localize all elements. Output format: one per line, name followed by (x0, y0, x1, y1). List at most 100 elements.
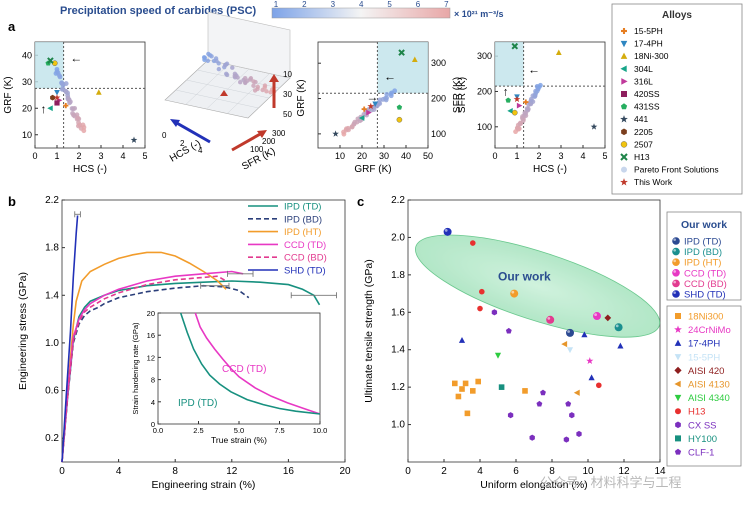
b-xtick-label: 8 (172, 466, 178, 477)
a3-alloy-marker (398, 49, 405, 56)
a3-alloy-marker (372, 101, 379, 107)
panel-c-label: c (357, 194, 364, 209)
inset-ytick-label: 0 (151, 420, 155, 429)
a2-pareto-point (224, 72, 230, 78)
a3-alloy-marker-shape (366, 109, 372, 116)
a1-xtick-label: 1 (54, 151, 59, 161)
a2-grid (227, 73, 270, 114)
a1-alloy-marker-shape (50, 94, 56, 101)
a4-ytick-label: 200 (477, 86, 492, 96)
a3-feasible-region (377, 42, 428, 94)
point-cx-ss (529, 434, 535, 441)
a3-arrow-left: ← (384, 70, 396, 84)
legend-marker-441 (620, 115, 628, 123)
legend-c-marker-shape (675, 421, 681, 429)
point-aisi-4130 (573, 389, 580, 396)
point-18ni300-shape (455, 393, 462, 400)
b-frame (61, 199, 346, 463)
colorbar-gradient (271, 7, 451, 19)
b-ytick-label: 2.2 (45, 195, 59, 206)
point-h13-shape (479, 288, 485, 295)
a1-pareto-point (54, 69, 60, 74)
legend-b-label: IPD (HT) (284, 227, 321, 238)
inset-xtick-label: 7.5 (274, 426, 284, 435)
colorbar-unit: × 10²¹ m⁻³/s (454, 9, 504, 19)
point-aisi-4130 (561, 341, 568, 348)
a3-frame (317, 41, 429, 149)
legend-marker-18ni-300 (620, 52, 628, 59)
legend-c-marker-shape (675, 408, 681, 415)
point-ccd-td--shape (593, 312, 601, 321)
inset-ytick-label: 4 (151, 398, 155, 407)
a4-feasible-region (495, 42, 524, 87)
legend-c-marker (674, 380, 681, 388)
a4-alloy-marker-shape (590, 123, 598, 130)
a4-alloy-marker (523, 99, 529, 105)
a3-alloy-marker (396, 116, 403, 123)
a2-pareto-point (255, 84, 260, 90)
a3-alloy-marker-v (363, 106, 366, 112)
legend-c-marker (674, 448, 682, 455)
c-xtick-label: 2 (441, 466, 447, 477)
point-18ni300 (470, 388, 476, 394)
legend-c-label: 24CrNiMo (688, 325, 731, 336)
legend-c-marker-shape (674, 366, 682, 374)
a2-ytick-label: 300 (272, 129, 286, 138)
a2-arrow-hcs (174, 120, 211, 144)
b-ytick-label: 1.8 (45, 243, 59, 254)
a1-xtick-label: 4 (120, 151, 125, 161)
a4-alloy-marker (512, 109, 518, 116)
legend-c-marker-shape (672, 290, 680, 298)
a1-pareto-point (67, 99, 73, 105)
a1-pareto-point (63, 89, 69, 94)
alloys-legend: Alloys 15-5PH 17-4PH 18Ni-300 304L 316L 420SS… (611, 3, 743, 195)
a1-arrow-up: ↑ (41, 102, 47, 116)
point-h13-shape (596, 382, 602, 389)
a2-arrow-grf-head (269, 74, 279, 82)
point-ipd-ht--shine (511, 290, 515, 294)
legend-c-marker-shape (674, 380, 681, 388)
c-ytick-label: 1.6 (391, 307, 405, 318)
a3-pareto-point (392, 88, 398, 94)
point-h13 (596, 382, 602, 389)
legend-c-our-box (666, 211, 742, 301)
c-ytick-label: 1.4 (391, 345, 405, 356)
point-17-4ph-shape (617, 342, 624, 349)
inset-xtick-label: 10.0 (313, 426, 328, 435)
panel-a: a Precipitation speed of carbides (PSC) … (3, 0, 743, 195)
a4-alloy-marker (505, 97, 511, 103)
legend-marker-316l (621, 78, 628, 85)
a4-arrow-left: ← (528, 63, 540, 77)
colorbar-tick-label: 1 (274, 0, 279, 9)
legend-c-label: SHD (TD) (684, 290, 726, 301)
legend-c-label: AISI 4340 (688, 393, 730, 404)
a1-alloy-marker-shape (52, 60, 58, 67)
a4-xlabel: HCS (-) (533, 164, 567, 175)
c-xtick-label: 0 (405, 466, 411, 477)
legend-c-label: IPD (HT) (684, 258, 721, 269)
point-18ni300 (464, 410, 471, 417)
a1-xlabel: HCS (-) (73, 164, 107, 175)
a1-alloy-marker (95, 89, 102, 95)
point-cx-ss-shape (563, 436, 570, 443)
a1-ytick-label: 30 (22, 77, 32, 87)
point-18ni300 (459, 386, 465, 392)
a4-alloy-marker-shape (555, 49, 562, 55)
a1-xtick-label: 5 (142, 151, 147, 161)
a2-pareto-point (202, 55, 208, 61)
a4-ylabel: SFR (K) (457, 77, 468, 113)
legend-c-marker-shape (672, 258, 680, 267)
legend-c-label: IPD (TD) (684, 237, 721, 248)
point-ipd-bd--shape (614, 323, 623, 332)
c-ytick-label: 2.2 (391, 195, 405, 206)
a1-alloy-marker-shape (130, 136, 138, 143)
point-18ni300 (455, 393, 462, 400)
a3-alloy-marker-shape (411, 56, 418, 63)
a2-zlabel: GRF (K) (296, 79, 307, 116)
point-cx-ss-shape (569, 412, 575, 419)
legend-label: 15-5PH (634, 26, 663, 36)
point-18ni300-shape (522, 388, 528, 394)
legend-c-label: IPD (BD) (684, 247, 722, 258)
a3-alloy-marker-shape (367, 102, 375, 110)
